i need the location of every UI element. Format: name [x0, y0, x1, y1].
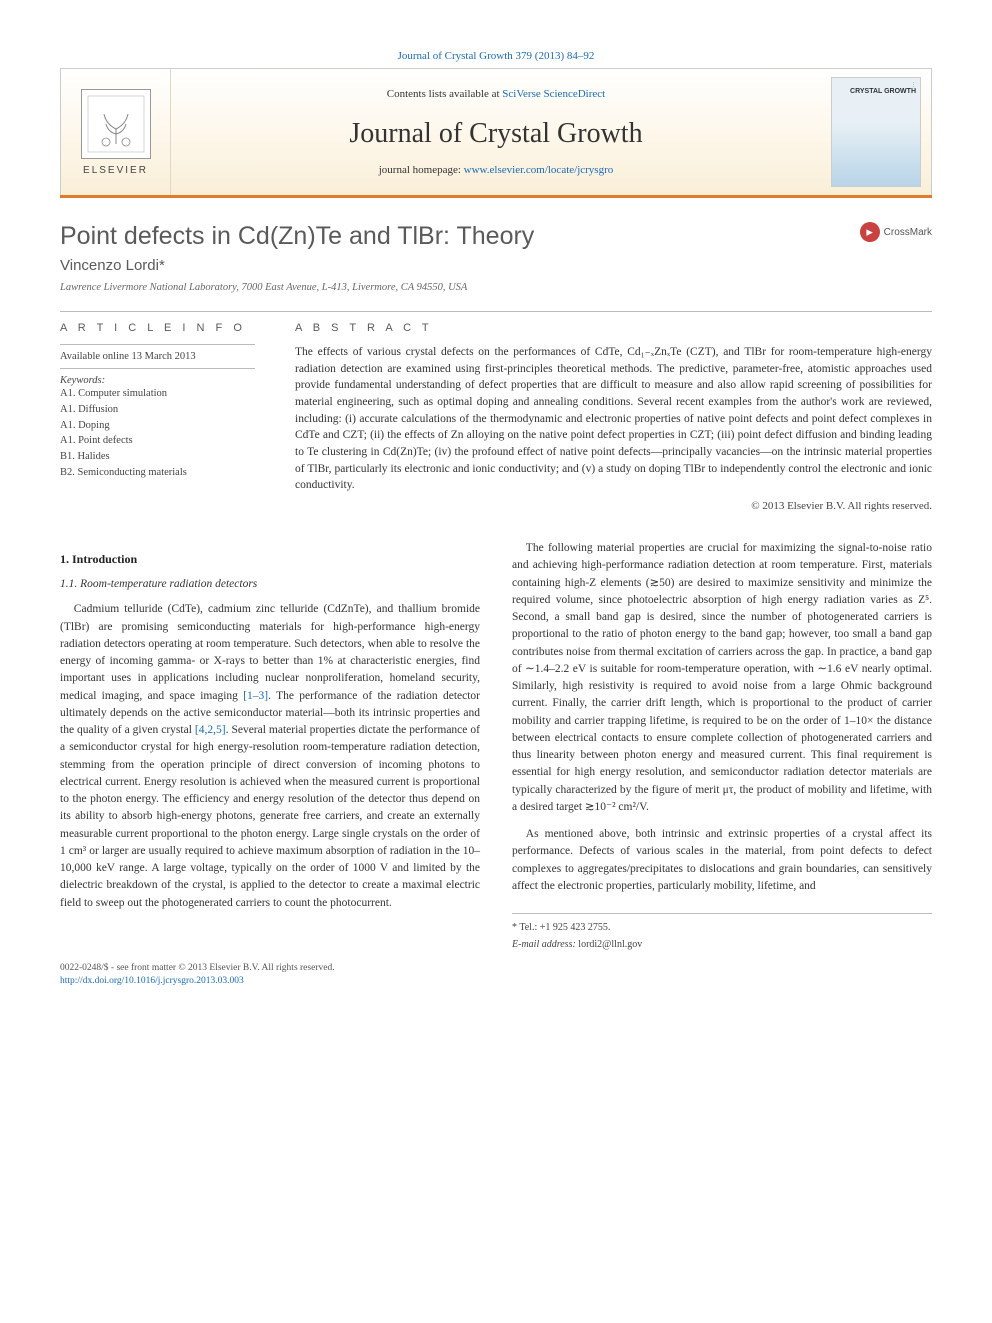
crossmark-label: CrossMark [884, 227, 932, 238]
doi-link[interactable]: http://dx.doi.org/10.1016/j.jcrysgro.201… [60, 976, 244, 986]
journal-homepage-line: journal homepage: www.elsevier.com/locat… [171, 164, 821, 176]
author-corr-marker: * [159, 257, 165, 274]
citation-line: Journal of Crystal Growth 379 (2013) 84–… [60, 50, 932, 62]
homepage-label: journal homepage: [379, 164, 464, 176]
p1-seg-d: dielectric breakdown of the crystal, is … [60, 879, 480, 908]
publisher-logo-block: ELSEVIER [61, 69, 171, 195]
keyword-item: A1. Point defects [60, 433, 255, 449]
email-footnote: E-mail address: lordi2@llnl.gov [512, 937, 932, 952]
header-center: Contents lists available at SciVerse Sci… [171, 69, 821, 195]
email-label: E-mail address: [512, 939, 576, 950]
footnotes-block: * Tel.: +1 925 423 2755. E-mail address:… [512, 913, 932, 952]
article-title: Point defects in Cd(Zn)Te and TlBr: Theo… [60, 222, 534, 251]
subsection-number: 1.1. [60, 578, 77, 590]
info-divider-1 [60, 344, 255, 345]
journal-cover-thumb: ⋮ CRYSTAL GROWTH [831, 77, 921, 187]
subsection-title: Room-temperature radiation detectors [80, 578, 257, 590]
body-text: 1. Introduction 1.1. Room-temperature ra… [60, 540, 932, 952]
abstract-copyright: © 2013 Elsevier B.V. All rights reserved… [295, 500, 932, 512]
contents-prefix: Contents lists available at [387, 88, 502, 100]
footer-meta: 0022-0248/$ - see front matter © 2013 El… [60, 962, 932, 989]
keyword-item: B2. Semiconducting materials [60, 465, 255, 481]
keyword-item: A1. Doping [60, 418, 255, 434]
affiliation: Lawrence Livermore National Laboratory, … [60, 282, 932, 293]
keyword-item: B1. Halides [60, 449, 255, 465]
contents-line: Contents lists available at SciVerse Sci… [171, 88, 821, 100]
sciencedirect-link[interactable]: SciVerse ScienceDirect [502, 88, 605, 100]
body-paragraph: The following material properties are cr… [512, 540, 932, 816]
article-info-block: A R T I C L E I N F O Available online 1… [60, 322, 255, 512]
article-info-heading: A R T I C L E I N F O [60, 322, 255, 334]
issn-line: 0022-0248/$ - see front matter © 2013 El… [60, 962, 932, 975]
body-paragraph: As mentioned above, both intrinsic and e… [512, 826, 932, 895]
elsevier-tree-icon [81, 89, 151, 159]
abstract-text: The effects of various crystal defects o… [295, 344, 932, 494]
section-title: Introduction [72, 552, 137, 566]
journal-homepage-link[interactable]: www.elsevier.com/locate/jcrysgro [464, 164, 614, 176]
corresponding-footnote: * Tel.: +1 925 423 2755. [512, 920, 932, 935]
info-divider-2 [60, 368, 255, 369]
crossmark-badge[interactable]: ▸ CrossMark [860, 222, 932, 242]
keyword-item: A1. Diffusion [60, 402, 255, 418]
email-address: lordi2@llnl.gov [578, 939, 642, 950]
cover-title: CRYSTAL GROWTH [836, 88, 916, 95]
author-name: Vincenzo Lordi [60, 257, 159, 274]
keywords-label: Keywords: [60, 375, 255, 386]
crossmark-icon: ▸ [860, 222, 880, 242]
citation-link[interactable]: Journal of Crystal Growth 379 (2013) 84–… [398, 50, 595, 62]
journal-header: ELSEVIER Contents lists available at Sci… [60, 68, 932, 196]
ref-link[interactable]: [4,2,5] [195, 724, 226, 736]
ref-link[interactable]: [1–3] [243, 690, 268, 702]
publisher-name: ELSEVIER [83, 165, 148, 176]
authors-line: Vincenzo Lordi* [60, 257, 932, 274]
p1-seg-a: Cadmium telluride (CdTe), cadmium zinc t… [60, 603, 480, 701]
keyword-item: A1. Computer simulation [60, 386, 255, 402]
abstract-block: A B S T R A C T The effects of various c… [295, 322, 932, 512]
header-accent-bar [60, 195, 932, 198]
availability-line: Available online 13 March 2013 [60, 351, 255, 362]
section-heading: 1. Introduction [60, 550, 480, 568]
article-header: Point defects in Cd(Zn)Te and TlBr: Theo… [60, 222, 932, 251]
body-paragraph: Cadmium telluride (CdTe), cadmium zinc t… [60, 601, 480, 912]
journal-cover-block: ⋮ CRYSTAL GROWTH [821, 69, 931, 195]
info-abstract-row: A R T I C L E I N F O Available online 1… [60, 311, 932, 512]
abstract-heading: A B S T R A C T [295, 322, 932, 334]
keywords-list: A1. Computer simulation A1. Diffusion A1… [60, 386, 255, 481]
subsection-heading: 1.1. Room-temperature radiation detector… [60, 576, 480, 593]
journal-name: Journal of Crystal Growth [171, 118, 821, 150]
p1-seg-c: . Several material properties dictate th… [60, 724, 480, 874]
section-number: 1. [60, 552, 69, 566]
